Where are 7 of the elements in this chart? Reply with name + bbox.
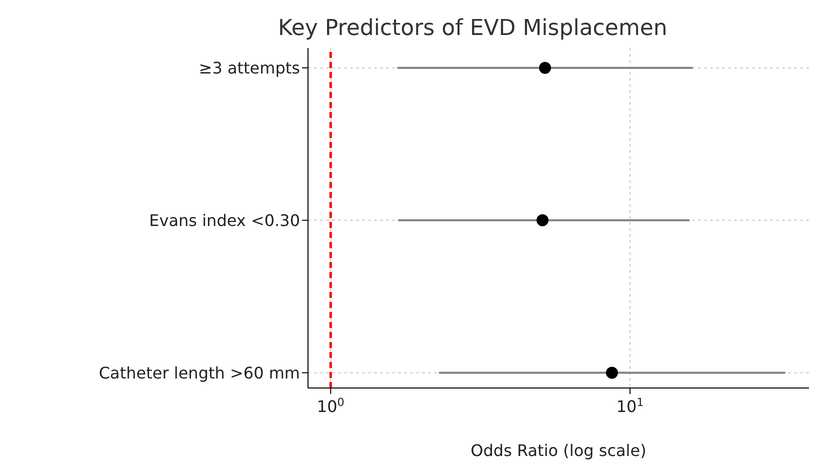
x-tick-label: 10$^{0}$ <box>316 396 344 416</box>
chart-title: Key Predictors of EVD Misplacemen <box>278 16 668 41</box>
x-axis-title: Odds Ratio (log scale) <box>470 441 646 460</box>
y-tick-label: Catheter length >60 mm <box>98 363 300 382</box>
y-tick-label: ≥3 attempts <box>198 58 300 78</box>
y-tick-label: Evans index <0.30 <box>149 210 300 230</box>
x-tick-label: 10$^{1}$ <box>616 396 644 416</box>
